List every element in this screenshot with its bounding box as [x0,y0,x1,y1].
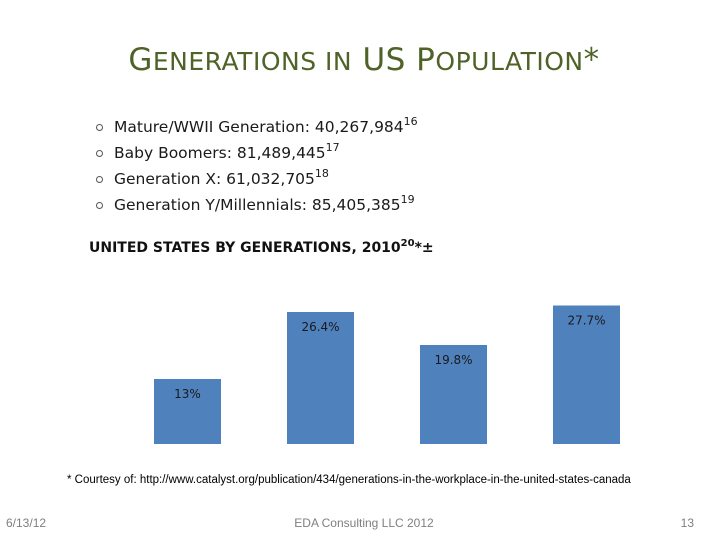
bar-2 [287,312,354,444]
footer-date: 6/13/12 [6,516,47,530]
bullet-circle-icon [96,150,103,157]
source-footnote: * Courtesy of: http://www.catalyst.org/p… [67,474,631,486]
data-label-1: 13% [174,387,201,401]
page-number: 13 [680,516,694,530]
data-label-4: 27.7% [567,314,605,328]
generation-population-list: Mature/WWII Generation: 40,267,98416 Bab… [94,114,418,218]
footer-company: EDA Consulting LLC 2012 [294,516,434,530]
bullet-baby-boomers: Baby Boomers: 81,489,44517 [94,140,418,166]
bullet-circle-icon [96,202,103,209]
bullet-generation-x: Generation X: 61,032,70518 [94,166,418,192]
chart-title: UNITED STATES BY GENERATIONS, 201020*± [89,238,434,257]
footnote-ref: 17 [325,141,340,154]
slide-title: GENERATIONS IN US POPULATION* [128,42,600,78]
bar-1 [154,379,221,444]
bullet-generation-y: Generation Y/Millennials: 85,405,38519 [94,192,418,218]
footnote-ref: 18 [314,167,329,180]
bullet-circle-icon [96,124,103,131]
bar-3 [420,345,487,444]
bullet-mature: Mature/WWII Generation: 40,267,98416 [94,114,418,140]
data-label-2: 26.4% [301,320,339,334]
bullet-circle-icon [96,176,103,183]
bar-4 [553,305,620,444]
footnote-ref: 16 [403,115,418,128]
footnote-ref: 20 [400,238,415,249]
footnote-ref: 19 [400,193,415,206]
data-label-3: 19.8% [434,353,472,367]
